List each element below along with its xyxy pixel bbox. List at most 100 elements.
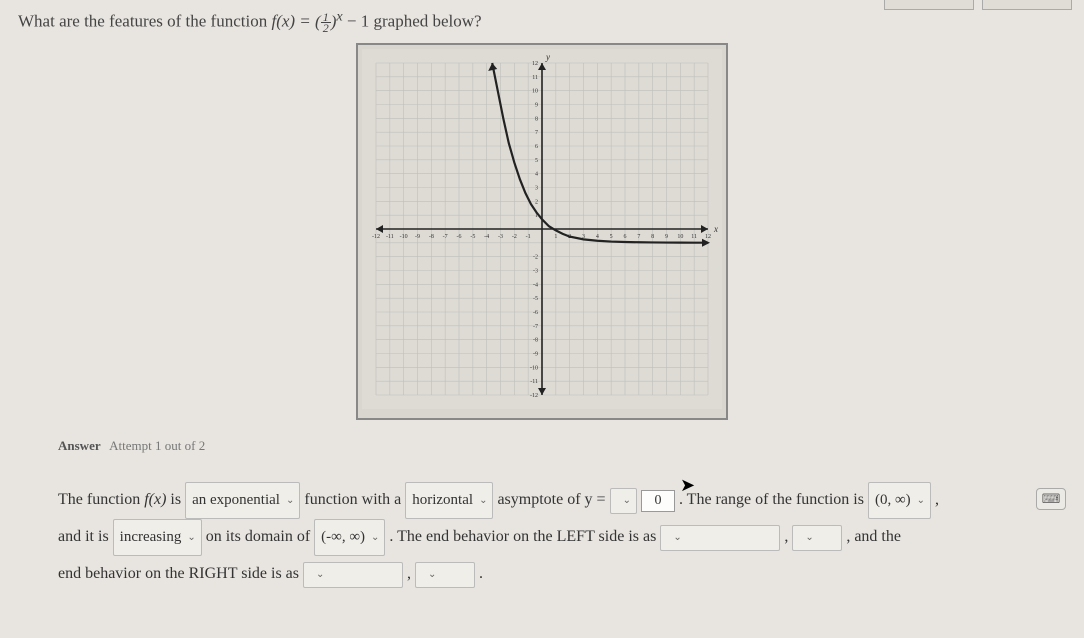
- question-text: What are the features of the function f(…: [18, 8, 1066, 33]
- svg-text:7: 7: [535, 130, 538, 136]
- svg-text:x: x: [713, 224, 718, 234]
- svg-text:-12: -12: [530, 393, 538, 399]
- chevron-down-icon: ⌄: [286, 490, 294, 512]
- svg-text:-7: -7: [533, 324, 538, 330]
- dd-horizontal-label: horizontal: [412, 484, 473, 517]
- dropdown-left-2[interactable]: ⌄: [792, 525, 842, 551]
- svg-text:-10: -10: [530, 366, 538, 372]
- t1b: is: [170, 491, 185, 508]
- t3a: end behavior on the RIGHT side is as: [58, 565, 303, 582]
- chevron-down-icon: ⌄: [805, 527, 813, 549]
- svg-text:-8: -8: [533, 338, 538, 344]
- t2a: and it is: [58, 528, 113, 545]
- svg-text:-9: -9: [415, 234, 420, 240]
- chevron-down-icon: ⌄: [917, 490, 925, 512]
- fill-line-3: end behavior on the RIGHT side is as ⌄ ,…: [58, 556, 1026, 591]
- input-asymptote-value[interactable]: 0: [641, 490, 675, 512]
- graph-frame: -12-11-10-9-8-7-6-5-4-3-2-11234567891011…: [356, 43, 728, 420]
- dropdown-y-equals[interactable]: ⌄: [610, 488, 637, 514]
- t2d: , and the: [846, 528, 901, 545]
- svg-text:-5: -5: [533, 296, 538, 302]
- svg-text:-12: -12: [372, 234, 380, 240]
- dropdown-asymptote-type[interactable]: horizontal ⌄: [405, 482, 493, 519]
- frac-den: 2: [321, 23, 331, 33]
- svg-text:-4: -4: [484, 234, 489, 240]
- cursor-icon: ➤: [680, 475, 695, 496]
- fx-symbol: f(x): [144, 491, 166, 508]
- fill-line-2: and it is increasing⌄ on its domain of (…: [58, 519, 1026, 556]
- top-button-1[interactable]: [884, 0, 974, 10]
- chevron-down-icon: ⌄: [187, 527, 195, 549]
- t2b: on its domain of: [206, 528, 314, 545]
- dropdown-domain[interactable]: (-∞, ∞) ⌄: [314, 519, 385, 556]
- svg-text:-10: -10: [400, 234, 408, 240]
- svg-text:6: 6: [535, 144, 538, 150]
- answer-meta: Answer Attempt 1 out of 2: [58, 438, 1066, 454]
- chevron-down-icon: ⌄: [428, 564, 436, 586]
- chevron-down-icon: ⌄: [673, 527, 681, 549]
- svg-text:7: 7: [637, 234, 640, 240]
- graph-container: -12-11-10-9-8-7-6-5-4-3-2-11234567891011…: [18, 43, 1066, 420]
- chevron-down-icon: ⌄: [479, 490, 487, 512]
- svg-text:10: 10: [677, 234, 683, 240]
- svg-text:2: 2: [535, 200, 538, 206]
- dd-domain-label: (-∞, ∞): [321, 521, 365, 554]
- svg-text:-1: -1: [526, 234, 531, 240]
- svg-text:10: 10: [532, 89, 538, 95]
- svg-text:9: 9: [665, 234, 668, 240]
- svg-text:-7: -7: [443, 234, 448, 240]
- t1e: . The range of the function is: [679, 491, 868, 508]
- svg-text:5: 5: [610, 234, 613, 240]
- answer-label: Answer: [58, 438, 101, 453]
- t3c: .: [479, 565, 483, 582]
- keyboard-icon[interactable]: ⌨: [1036, 488, 1066, 510]
- svg-text:-11: -11: [530, 379, 538, 385]
- svg-text:1: 1: [554, 234, 557, 240]
- t1a: The function: [58, 491, 144, 508]
- dropdown-range[interactable]: (0, ∞) ⌄: [868, 482, 931, 519]
- svg-text:-3: -3: [533, 269, 538, 275]
- chevron-down-icon: ⌄: [316, 564, 324, 586]
- svg-text:-11: -11: [386, 234, 394, 240]
- question-prefix: What are the features of the function: [18, 12, 271, 31]
- attempt-text: Attempt 1 out of 2: [109, 438, 205, 453]
- chevron-down-icon: ⌄: [623, 490, 631, 512]
- dropdown-function-type[interactable]: an exponential ⌄: [185, 482, 300, 519]
- dropdown-right-2[interactable]: ⌄: [415, 562, 475, 588]
- dd-exponential-label: an exponential: [192, 484, 280, 517]
- svg-text:-4: -4: [533, 283, 538, 289]
- svg-text:-6: -6: [457, 234, 462, 240]
- t1d: asymptote of y =: [497, 491, 609, 508]
- svg-text:9: 9: [535, 103, 538, 109]
- dd-range-label: (0, ∞): [875, 484, 911, 517]
- exponent: x: [336, 8, 342, 24]
- t2c: . The end behavior on the LEFT side is a…: [389, 528, 660, 545]
- svg-text:8: 8: [535, 117, 538, 123]
- dd-increasing-label: increasing: [120, 521, 182, 554]
- svg-text:4: 4: [535, 172, 538, 178]
- svg-text:5: 5: [535, 158, 538, 164]
- svg-text:8: 8: [651, 234, 654, 240]
- chevron-down-icon: ⌄: [371, 527, 379, 549]
- svg-text:-6: -6: [533, 310, 538, 316]
- svg-text:3: 3: [535, 186, 538, 192]
- dropdown-right-1[interactable]: ⌄: [303, 562, 403, 588]
- dropdown-monotonic[interactable]: increasing⌄: [113, 519, 202, 556]
- function-lhs: f(x) =: [271, 12, 315, 31]
- svg-text:-5: -5: [470, 234, 475, 240]
- graph-svg: -12-11-10-9-8-7-6-5-4-3-2-11234567891011…: [362, 49, 722, 409]
- dropdown-left-1[interactable]: ⌄: [660, 525, 780, 551]
- question-tail: − 1 graphed below?: [347, 12, 482, 31]
- svg-text:y: y: [545, 52, 550, 62]
- svg-text:11: 11: [532, 75, 538, 81]
- t1c: function with a: [304, 491, 405, 508]
- function-expression: ( 1 2 )x: [315, 12, 347, 31]
- t3b: ,: [407, 565, 415, 582]
- svg-text:11: 11: [691, 234, 697, 240]
- t1f: ,: [935, 491, 939, 508]
- svg-text:-2: -2: [512, 234, 517, 240]
- top-button-2[interactable]: [982, 0, 1072, 10]
- svg-text:12: 12: [532, 61, 538, 67]
- fill-line-1: The function f(x) is an exponential ⌄ fun…: [58, 482, 1026, 519]
- svg-text:4: 4: [596, 234, 599, 240]
